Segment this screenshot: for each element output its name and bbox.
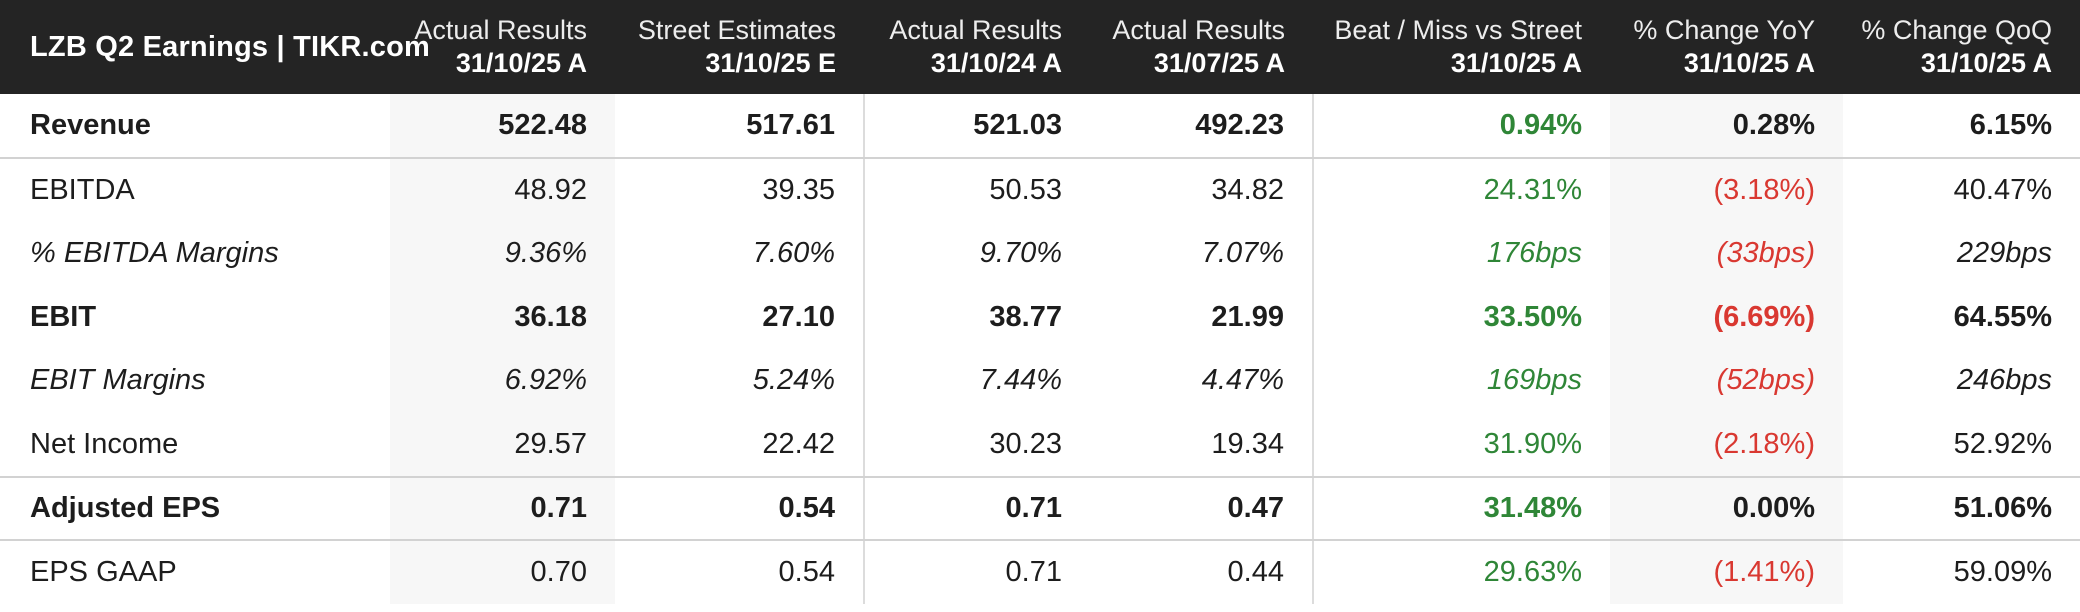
value-cell: 59.09%	[1953, 556, 2052, 589]
column-header: Actual Results 31/10/25 A	[390, 0, 615, 94]
value-cell: 34.82	[1090, 157, 1314, 222]
row-label: EPS GAAP	[30, 556, 177, 589]
value-cell: 0.00%	[1610, 476, 1843, 542]
value-cell: 40.47%	[1953, 173, 2052, 206]
column-header-date: 31/07/25 A	[1153, 48, 1285, 78]
table-row: Net Income 29.57 22.42 30.23 19.34 31.90…	[0, 412, 2080, 478]
value-cell: 24.31%	[1483, 173, 1582, 206]
value-cell: (6.69%)	[1610, 285, 1843, 349]
header-row: LZB Q2 Earnings | TIKR.com Actual Result…	[0, 0, 2080, 94]
value-cell: 50.53	[989, 173, 1062, 206]
column-header: Actual Results 31/07/25 A	[1090, 0, 1313, 94]
column-header-date: 31/10/25 A	[455, 48, 587, 78]
value-cell: 9.70%	[979, 236, 1062, 269]
table-header: LZB Q2 Earnings | TIKR.com Actual Result…	[0, 0, 2080, 94]
value-cell: 169bps	[1486, 364, 1582, 397]
value-cell: 9.36%	[390, 221, 615, 286]
value-cell: 33.50%	[1483, 300, 1582, 333]
value-cell: 5.24%	[615, 349, 865, 413]
value-cell: 6.92%	[390, 349, 615, 413]
column-header: % Change YoY 31/10/25 A	[1610, 0, 1843, 94]
value-cell: 0.44	[1090, 540, 1314, 604]
row-label: EBITDA	[30, 173, 135, 206]
table-row: Revenue 522.48 517.61 521.03 492.23 0.94…	[0, 94, 2080, 159]
value-cell: 36.18	[390, 285, 615, 349]
value-cell: 51.06%	[1843, 476, 2080, 542]
row-label: EBIT	[30, 300, 97, 333]
row-label: Adjusted EPS	[0, 476, 390, 542]
value-cell: 176bps	[1486, 236, 1582, 269]
row-label: Net Income	[0, 412, 390, 478]
row-label: Revenue	[0, 94, 390, 159]
value-cell: 52.92%	[1843, 412, 2080, 478]
column-header-date: 31/10/25 A	[1920, 48, 2052, 78]
table-body: Revenue 522.48 517.61 521.03 492.23 0.94…	[0, 94, 2080, 604]
column-header-date: 31/10/25 A	[1683, 48, 1815, 78]
column-header: Actual Results 31/10/24 A	[864, 0, 1090, 94]
value-cell: 22.42	[615, 412, 865, 478]
value-cell: (52bps)	[1610, 349, 1843, 413]
value-cell: 0.70	[390, 540, 615, 604]
column-header-date: 31/10/25 A	[1450, 48, 1582, 78]
value-cell: 0.28%	[1610, 94, 1843, 159]
table-row: EBITDA 48.92 39.35 50.53 34.82 24.31% (3…	[0, 157, 2080, 222]
value-cell: 19.34	[1090, 412, 1314, 478]
table-row: EBIT 36.18 27.10 38.77 21.99 33.50% (6.6…	[0, 285, 2080, 349]
value-cell: 0.71	[1005, 556, 1062, 589]
value-cell: (1.41%)	[1610, 540, 1843, 604]
value-cell: 246bps	[1956, 364, 2052, 397]
value-cell: (2.18%)	[1610, 412, 1843, 478]
column-header-label: Actual Results	[889, 15, 1062, 45]
value-cell: 48.92	[390, 157, 615, 222]
value-cell: 4.47%	[1090, 349, 1314, 413]
page-title: LZB Q2 Earnings | TIKR.com	[30, 30, 431, 63]
value-cell: 29.57	[390, 412, 615, 478]
value-cell: 31.48%	[1313, 476, 1610, 542]
value-cell: 521.03	[864, 94, 1090, 159]
column-header: Beat / Miss vs Street 31/10/25 A	[1313, 0, 1610, 94]
table-row: % EBITDA Margins 9.36% 7.60% 9.70% 7.07%…	[0, 221, 2080, 286]
value-cell: 27.10	[615, 285, 865, 349]
table-row: EPS GAAP 0.70 0.54 0.71 0.44 29.63% (1.4…	[0, 540, 2080, 604]
value-cell: 0.71	[864, 476, 1090, 542]
value-cell: 7.60%	[615, 221, 865, 286]
value-cell: 229bps	[1956, 236, 2052, 269]
column-header-label: Actual Results	[1112, 15, 1285, 45]
value-cell: 31.90%	[1313, 412, 1610, 478]
value-cell: 0.71	[390, 476, 615, 542]
column-header-label: Actual Results	[414, 15, 587, 45]
column-header-label: % Change YoY	[1633, 15, 1815, 45]
table-row: Adjusted EPS 0.71 0.54 0.71 0.47 31.48% …	[0, 476, 2080, 542]
column-header-date: 31/10/25 E	[705, 48, 836, 78]
value-cell: 7.07%	[1090, 221, 1314, 286]
column-header-label: % Change QoQ	[1861, 15, 2052, 45]
value-cell: 0.54	[615, 476, 865, 542]
column-header: % Change QoQ 31/10/25 A	[1843, 0, 2080, 94]
page-title-cell: LZB Q2 Earnings | TIKR.com	[0, 0, 430, 94]
value-cell: 492.23	[1090, 94, 1314, 159]
value-cell: 0.94%	[1313, 94, 1610, 159]
value-cell: 522.48	[390, 94, 615, 159]
value-cell: 64.55%	[1953, 300, 2052, 333]
row-label: % EBITDA Margins	[30, 236, 279, 269]
value-cell: (33bps)	[1610, 221, 1843, 286]
value-cell: 6.15%	[1843, 94, 2080, 159]
value-cell: 0.47	[1090, 476, 1314, 542]
value-cell: 7.44%	[979, 364, 1062, 397]
table-row: EBIT Margins 6.92% 5.24% 7.44% 4.47% 169…	[0, 349, 2080, 413]
value-cell: 38.77	[989, 300, 1062, 333]
value-cell: 30.23	[864, 412, 1090, 478]
value-cell: 517.61	[615, 94, 865, 159]
value-cell: 0.54	[615, 540, 865, 604]
value-cell: 39.35	[615, 157, 865, 222]
value-cell: 21.99	[1090, 285, 1314, 349]
column-header: Street Estimates 31/10/25 E	[615, 0, 864, 94]
value-cell: (3.18%)	[1610, 157, 1843, 222]
column-header-date: 31/10/24 A	[930, 48, 1062, 78]
value-cell: 29.63%	[1483, 556, 1582, 589]
column-header-label: Beat / Miss vs Street	[1334, 15, 1582, 45]
row-label: EBIT Margins	[30, 364, 206, 397]
column-header-label: Street Estimates	[637, 15, 836, 45]
